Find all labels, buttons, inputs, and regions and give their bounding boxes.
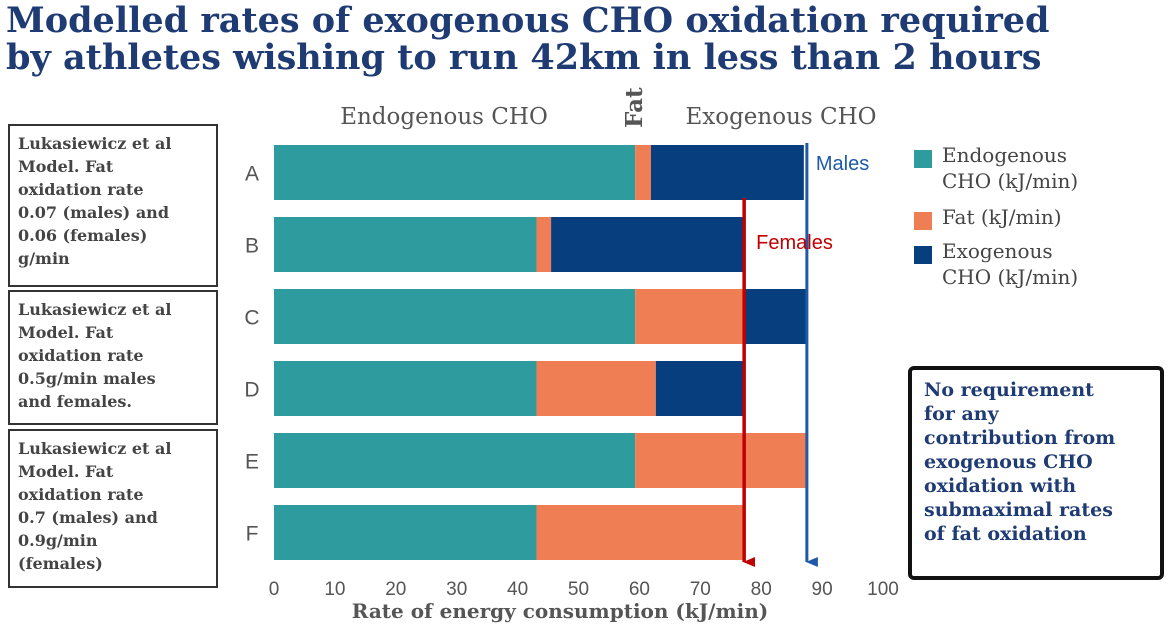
bar-b-endogenous [274, 217, 537, 272]
bar-c-fat [635, 289, 746, 344]
x-tick-label: 0 [269, 579, 280, 600]
category-label-f: F [246, 523, 259, 546]
category-label-a: A [245, 163, 259, 186]
legend-label: Endogenous [942, 143, 1068, 167]
note-cd-line: Model. Fat [18, 323, 114, 342]
bar-f-endogenous [274, 505, 537, 560]
legend-item-endogenous: Endogenous CHO (kJ/min) [912, 142, 1167, 198]
legend-swatch-fat [914, 212, 932, 230]
note-cd-line: Lukasiewicz et al [18, 300, 172, 319]
note-ef-line: (females) [18, 554, 103, 573]
x-tick-label: 20 [385, 579, 406, 600]
note-ef-line: 0.7 (males) and [18, 508, 158, 527]
note-ef-line: oxidation rate [18, 485, 144, 504]
bar-d-endogenous [274, 361, 537, 416]
callout-line: of fat oxidation [924, 523, 1087, 545]
bar-b-fat [536, 217, 552, 272]
note-ef-line: Model. Fat [18, 462, 114, 481]
note-ab-line: oxidation rate [18, 180, 144, 199]
bar-d-fat [536, 361, 656, 416]
x-tick-label: 90 [812, 579, 833, 600]
legend-label: Exogenous [942, 239, 1053, 263]
callout-line: exogenous CHO [924, 451, 1093, 473]
legend-item-exogenous: Exogenous CHO (kJ/min) [912, 238, 1167, 294]
callout-box: No requirement for any contribution from… [908, 366, 1164, 580]
header-exogenous: Exogenous CHO [685, 104, 876, 130]
note-ab-line: 0.06 (females) [18, 226, 148, 245]
category-label-b: B [245, 235, 259, 258]
note-ab-line: 0.07 (males) and [18, 203, 169, 222]
note-box-ab: Lukasiewicz et al Model. Fat oxidation r… [8, 124, 218, 287]
legend-label: CHO (kJ/min) [942, 265, 1079, 289]
category-label-c: C [244, 307, 259, 330]
legend-swatch-exogenous [914, 246, 932, 264]
note-ab-line: Model. Fat [18, 157, 114, 176]
x-tick-label: 50 [568, 579, 589, 600]
legend-label: Fat (kJ/min) [942, 205, 1062, 229]
bar-a-endogenous [274, 145, 636, 200]
title-line-1: Modelled rates of exogenous CHO oxidatio… [6, 0, 1050, 41]
bar-c-exogenous [745, 289, 807, 344]
legend-swatch-endogenous [914, 150, 932, 168]
note-box-ef: Lukasiewicz et al Model. Fat oxidation r… [8, 429, 218, 588]
callout-line: submaximal rates [924, 499, 1113, 521]
category-label-d: D [244, 379, 259, 402]
bar-a-fat [635, 145, 651, 200]
x-tick-label: 70 [690, 579, 711, 600]
x-tick-label: 30 [446, 579, 467, 600]
chart-title: Modelled rates of exogenous CHO oxidatio… [6, 2, 1166, 76]
note-box-cd: Lukasiewicz et al Model. Fat oxidation r… [8, 290, 218, 425]
note-ab-line: Lukasiewicz et al [18, 134, 172, 153]
x-tick-label: 10 [324, 579, 345, 600]
note-ef-line: 0.9g/min [18, 531, 98, 550]
bar-e-fat [635, 433, 809, 488]
legend-label: CHO (kJ/min) [942, 169, 1079, 193]
title-line-2: by athletes wishing to run 42km in less … [6, 37, 1042, 78]
males-label: Males [816, 153, 869, 175]
note-ef-line: Lukasiewicz et al [18, 439, 172, 458]
note-ab-line: g/min [18, 249, 70, 268]
header-endogenous: Endogenous CHO [340, 104, 548, 130]
header-fat: Fat [621, 87, 648, 128]
callout-line: No requirement [924, 379, 1094, 401]
x-axis-label: Rate of energy consumption (kJ/min) [352, 599, 769, 623]
callout-line: for any [924, 403, 999, 425]
bar-d-exogenous [655, 361, 745, 416]
bar-a-exogenous [650, 145, 804, 200]
x-tick-label: 40 [507, 579, 528, 600]
callout-line: contribution from [924, 427, 1116, 449]
callout-line: oxidation with [924, 475, 1077, 497]
bar-c-endogenous [274, 289, 636, 344]
females-label: Females [756, 232, 833, 254]
bar-f-fat [536, 505, 745, 560]
x-tick-label: 100 [867, 579, 899, 600]
legend-item-fat: Fat (kJ/min) [912, 204, 1167, 234]
bar-e-endogenous [274, 433, 636, 488]
note-cd-line: 0.5g/min males [18, 369, 156, 388]
category-label-e: E [245, 451, 259, 474]
x-tick-label: 60 [629, 579, 650, 600]
note-cd-line: oxidation rate [18, 346, 144, 365]
x-tick-label: 80 [751, 579, 772, 600]
note-cd-line: and females. [18, 392, 132, 411]
bar-b-exogenous [551, 217, 745, 272]
